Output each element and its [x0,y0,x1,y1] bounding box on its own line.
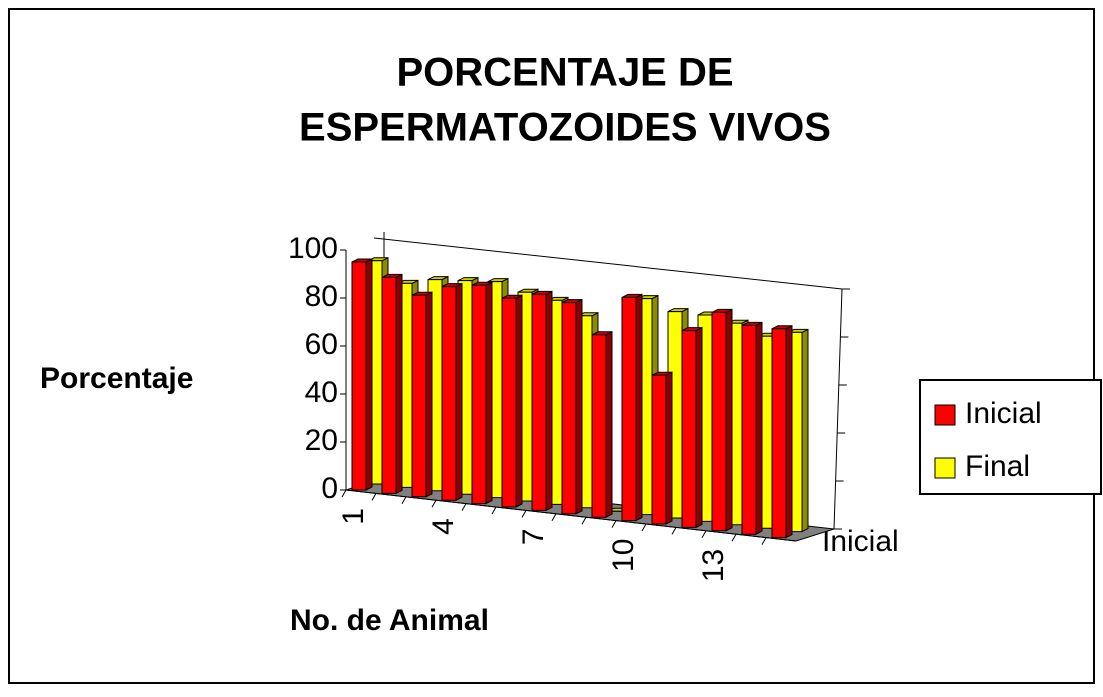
y-axis-label: Porcentaje [40,362,193,395]
bar [411,291,433,498]
x-tick [611,520,617,528]
bar-face [485,281,493,505]
x-tick [401,496,407,505]
bar-face [785,324,793,539]
x-tick [461,503,467,511]
bar [471,281,493,505]
bar-face [771,328,787,539]
bar-face [351,261,367,491]
x-tick [371,493,377,501]
bar [711,308,733,532]
y-tick-label: 20 [305,424,338,457]
bar [621,293,643,522]
x-tick [341,489,347,498]
bar-face [501,297,517,508]
bar-face [591,334,607,518]
bar-face [711,311,727,532]
x-tick-label: 4 [427,518,460,535]
bar-face [411,294,427,498]
bar-face [725,308,733,532]
x-tick-label: 7 [517,528,550,545]
x-tick [701,530,707,539]
bar-face [665,371,673,525]
bar [771,324,793,539]
bar-face [365,258,373,491]
bar [591,330,613,519]
x-tick [671,527,677,535]
x-axis-label: No. de Animal [290,604,489,637]
bar [441,282,463,502]
x-tick [731,533,737,542]
right-edge [833,288,843,530]
back-wall-top [373,237,843,290]
bar-face [425,291,433,498]
bar-face [455,282,463,502]
x-tick [761,537,767,545]
bar [501,294,523,508]
bar [561,298,583,515]
bar-face [605,330,613,519]
bar [741,321,763,536]
x-tick [551,513,557,522]
y-tick-label: 80 [305,280,338,313]
x-tick-label: 10 [607,539,640,572]
y-tick-label: 100 [288,232,338,265]
bar-face [651,374,667,525]
x-tick [521,510,527,518]
x-tick-label: 13 [697,549,730,582]
bar-face [695,326,703,529]
x-tick-label: 1 [337,508,370,525]
legend-swatch [934,457,956,479]
bar-face [515,294,523,508]
bar-face [395,273,403,495]
bar-face [441,286,457,501]
bar-face [545,290,553,512]
chart-title: ESPERMATOZOIDES VIVOS [299,106,831,150]
bar [381,273,403,495]
bar-face [471,284,487,505]
bar [681,326,703,529]
bar-face [681,330,697,528]
bar-face [621,296,637,522]
y-tick-label: 0 [321,472,338,505]
x-tick [431,499,437,508]
x-tick [491,506,497,515]
bar-face [755,321,763,536]
bar [531,290,553,512]
bar [351,258,373,491]
x-tick [581,516,587,525]
bar-face [801,328,809,533]
y-tick-label: 60 [305,328,338,361]
x-tick [641,523,647,532]
bar-face [531,293,547,511]
legend-label: Inicial [965,397,1042,430]
bar-face [635,293,643,522]
bar-face [741,324,757,535]
x-axis [345,489,797,542]
legend-swatch [934,404,956,426]
chart-title: PORCENTAJE DE [396,51,733,95]
bar-face [561,302,577,515]
bar-face [575,298,583,515]
y-tick-label: 40 [305,376,338,409]
depth-axis-label: Inicial [822,525,899,558]
legend-label: Final [965,450,1030,483]
bar [651,371,673,525]
bar-face [381,276,397,494]
